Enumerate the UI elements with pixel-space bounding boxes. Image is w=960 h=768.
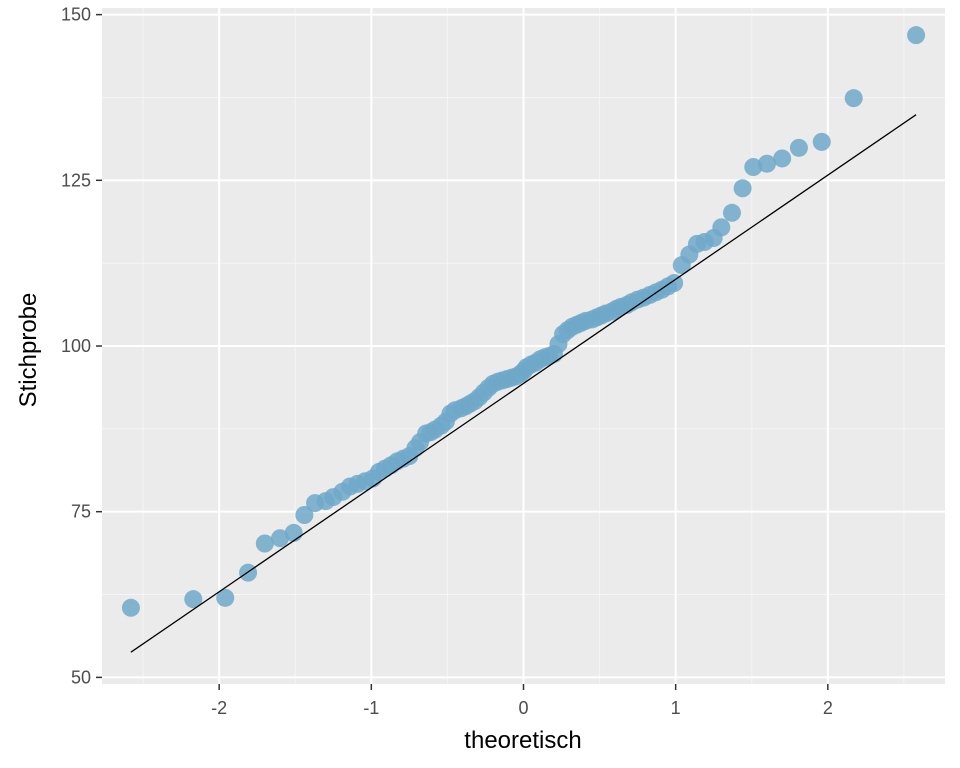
- y-tick-label: 100: [61, 336, 91, 356]
- data-point: [757, 154, 776, 173]
- data-point: [773, 149, 792, 168]
- data-point: [733, 179, 752, 198]
- data-point: [216, 588, 235, 607]
- data-point: [907, 26, 926, 45]
- data-point: [295, 506, 314, 524]
- data-point: [812, 132, 831, 151]
- y-tick-label: 50: [71, 667, 91, 687]
- data-point: [665, 274, 684, 293]
- x-axis: -2 -1 0 1 2: [211, 684, 833, 718]
- x-tick-label: 0: [518, 698, 528, 718]
- data-point: [844, 89, 863, 108]
- data-point: [789, 138, 808, 157]
- y-tick-label: 125: [61, 170, 91, 190]
- x-axis-title: theoretisch: [464, 727, 581, 754]
- y-tick-label: 75: [71, 502, 91, 522]
- y-axis-title: Stichprobe: [15, 293, 42, 408]
- x-tick-label: -1: [363, 698, 379, 718]
- data-point: [184, 590, 203, 609]
- data-point: [271, 529, 290, 548]
- data-point: [712, 218, 731, 237]
- x-tick-label: -2: [211, 698, 227, 718]
- data-point: [744, 158, 763, 177]
- data-point: [722, 203, 741, 222]
- x-tick-label: 1: [671, 698, 681, 718]
- y-axis: 50 75 100 125 150: [61, 5, 102, 687]
- data-point: [255, 534, 274, 553]
- major-grid: [102, 8, 945, 684]
- y-tick-label: 150: [61, 5, 91, 25]
- data-point: [284, 523, 303, 542]
- reference-line: [130, 114, 917, 653]
- x-tick-label: 2: [823, 698, 833, 718]
- data-point: [121, 598, 140, 617]
